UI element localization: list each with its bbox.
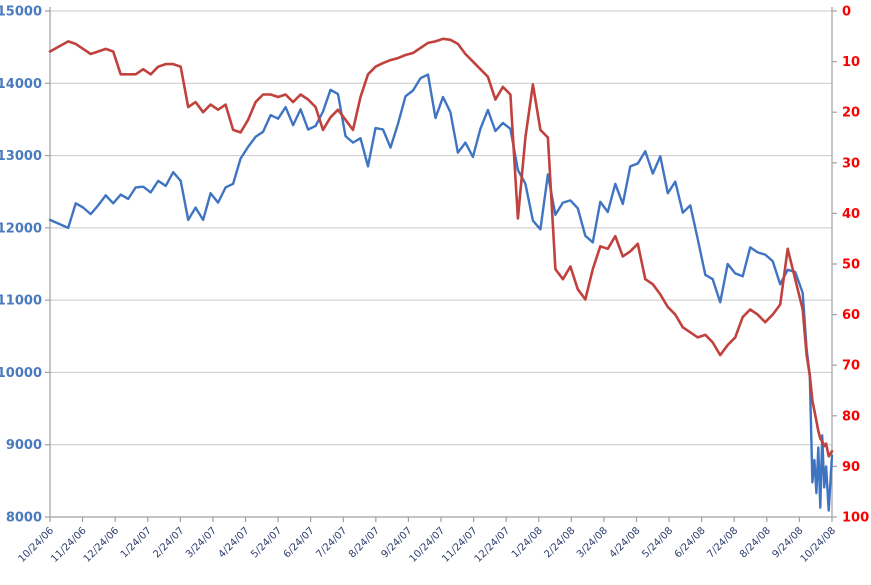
y-right-tick-label: 40 [842,207,860,222]
red-series-line [48,37,834,458]
x-tick-label: 10/24/08 [799,525,839,565]
y-right-tick-label: 100 [842,511,869,526]
x-tick-label: 5/24/07 [249,525,284,560]
y-left-tick-label: 11000 [0,294,42,309]
y-right-tick-label: 50 [842,258,860,273]
x-tick-label: 3/24/07 [184,525,219,560]
y-right-tick-label: 0 [842,5,851,20]
x-tick-label: 6/24/08 [673,525,708,560]
x-tick-label: 2/24/07 [151,525,186,560]
y-right-tick-label: 60 [842,308,860,323]
y-left-tick-label: 12000 [0,221,42,236]
x-tick-label: 2/24/08 [542,525,577,560]
y-right-tick-label: 10 [842,55,860,70]
y-right-tick-label: 20 [842,106,860,121]
y-right-tick-label: 70 [842,359,860,374]
x-tick-label: 12/24/06 [82,525,122,565]
y-left-tick-label: 13000 [0,149,42,164]
x-tick-label: 4/24/08 [608,525,643,560]
y-right-tick-label: 90 [842,460,860,475]
y-left-tick-label: 8000 [6,511,42,526]
x-tick-label: 7/24/07 [314,525,349,560]
x-tick-label: 1/24/07 [119,525,154,560]
y-right-tick-label: 30 [842,156,860,171]
x-tick-label: 8/24/07 [347,525,382,560]
y-left-tick-label: 9000 [6,438,42,453]
x-tick-label: 3/24/08 [575,525,610,560]
blue-series-line [48,73,834,512]
x-tick-label: 6/24/07 [282,525,317,560]
y-left-tick-label: 14000 [0,77,42,92]
x-tick-label: 1/24/08 [510,525,545,560]
y-right-tick-label: 80 [842,409,860,424]
x-tick-label: 4/24/07 [217,525,252,560]
y-left-tick-label: 15000 [0,5,42,20]
x-tick-label: 5/24/08 [640,525,675,560]
x-tick-label: 7/24/08 [705,525,740,560]
x-tick-label: 8/24/08 [738,525,773,560]
x-tick-label: 12/24/07 [473,525,513,565]
y-left-tick-label: 10000 [0,366,42,381]
